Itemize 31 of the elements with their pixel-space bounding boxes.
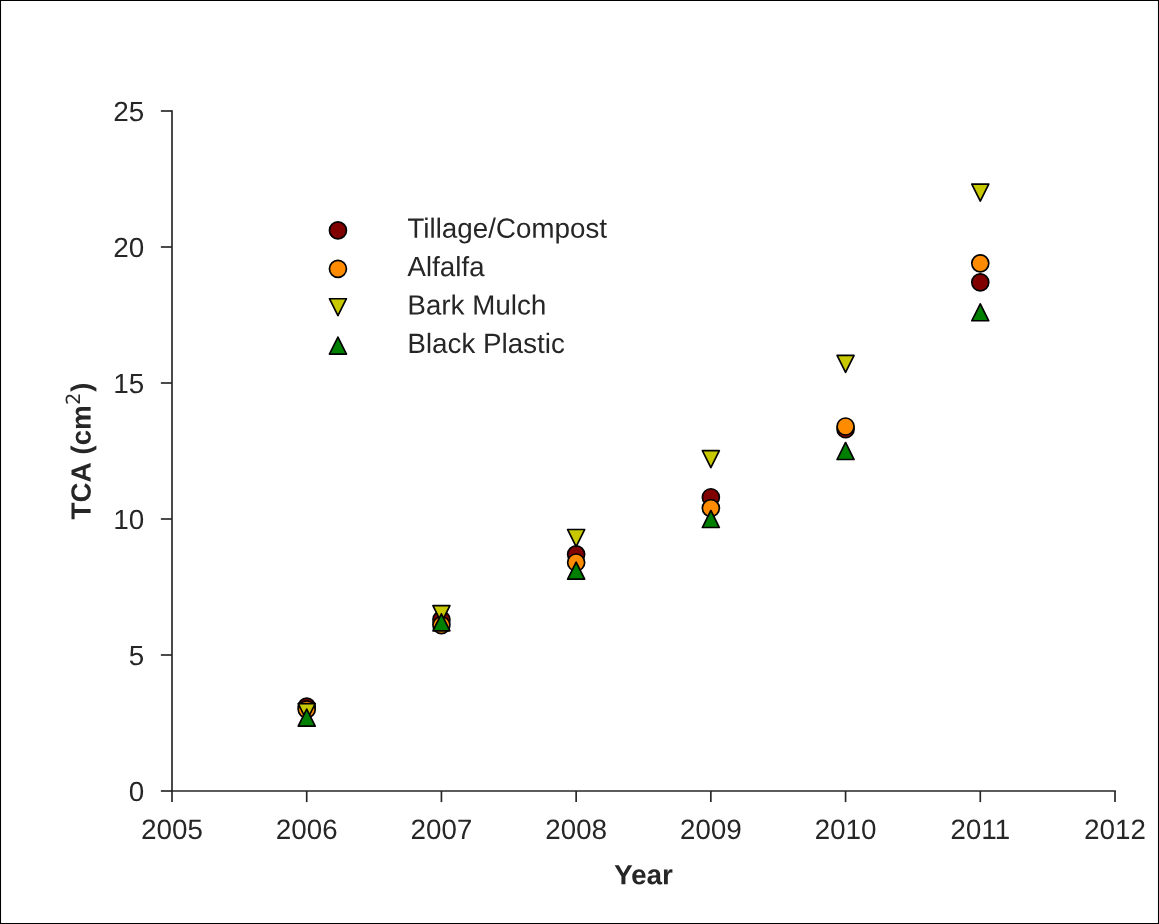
point <box>970 183 990 202</box>
legend-label: Alfalfa <box>407 255 485 277</box>
x-tick-label: 2012 <box>1085 819 1145 840</box>
legend-label: Tillage/Compost <box>408 217 607 244</box>
point <box>970 302 990 322</box>
point <box>836 441 855 461</box>
point <box>566 528 586 548</box>
point <box>970 273 990 292</box>
y-axis-title: TCA (cm$^{2}$) <box>65 384 97 520</box>
legend-label: Black Plastic <box>409 332 565 354</box>
legend-label: Bark Mulch <box>409 294 545 315</box>
y-tick-label: 0 <box>129 781 144 802</box>
x-tick-label: 2008 <box>546 819 606 840</box>
y-tick-label: 20 <box>114 237 144 258</box>
y-tick-label: 25 <box>114 101 144 122</box>
x-tick-label: 2005 <box>142 819 202 840</box>
x-tick-label: 2006 <box>277 819 337 840</box>
y-tick-label: 10 <box>115 509 144 530</box>
point <box>566 561 586 581</box>
point <box>836 354 855 374</box>
y-tick-label: 5 <box>129 645 144 666</box>
y-tick-label: 15 <box>115 373 144 394</box>
point <box>297 708 317 727</box>
x-tick-label: 2011 <box>951 819 1009 840</box>
x-axis-title: Year <box>614 865 673 885</box>
point <box>701 509 721 529</box>
x-tick-label: 2007 <box>411 819 471 840</box>
point <box>970 253 990 273</box>
x-tick-label: 2009 <box>681 819 741 840</box>
x-tick-label: 2010 <box>816 819 876 840</box>
point <box>701 449 721 469</box>
